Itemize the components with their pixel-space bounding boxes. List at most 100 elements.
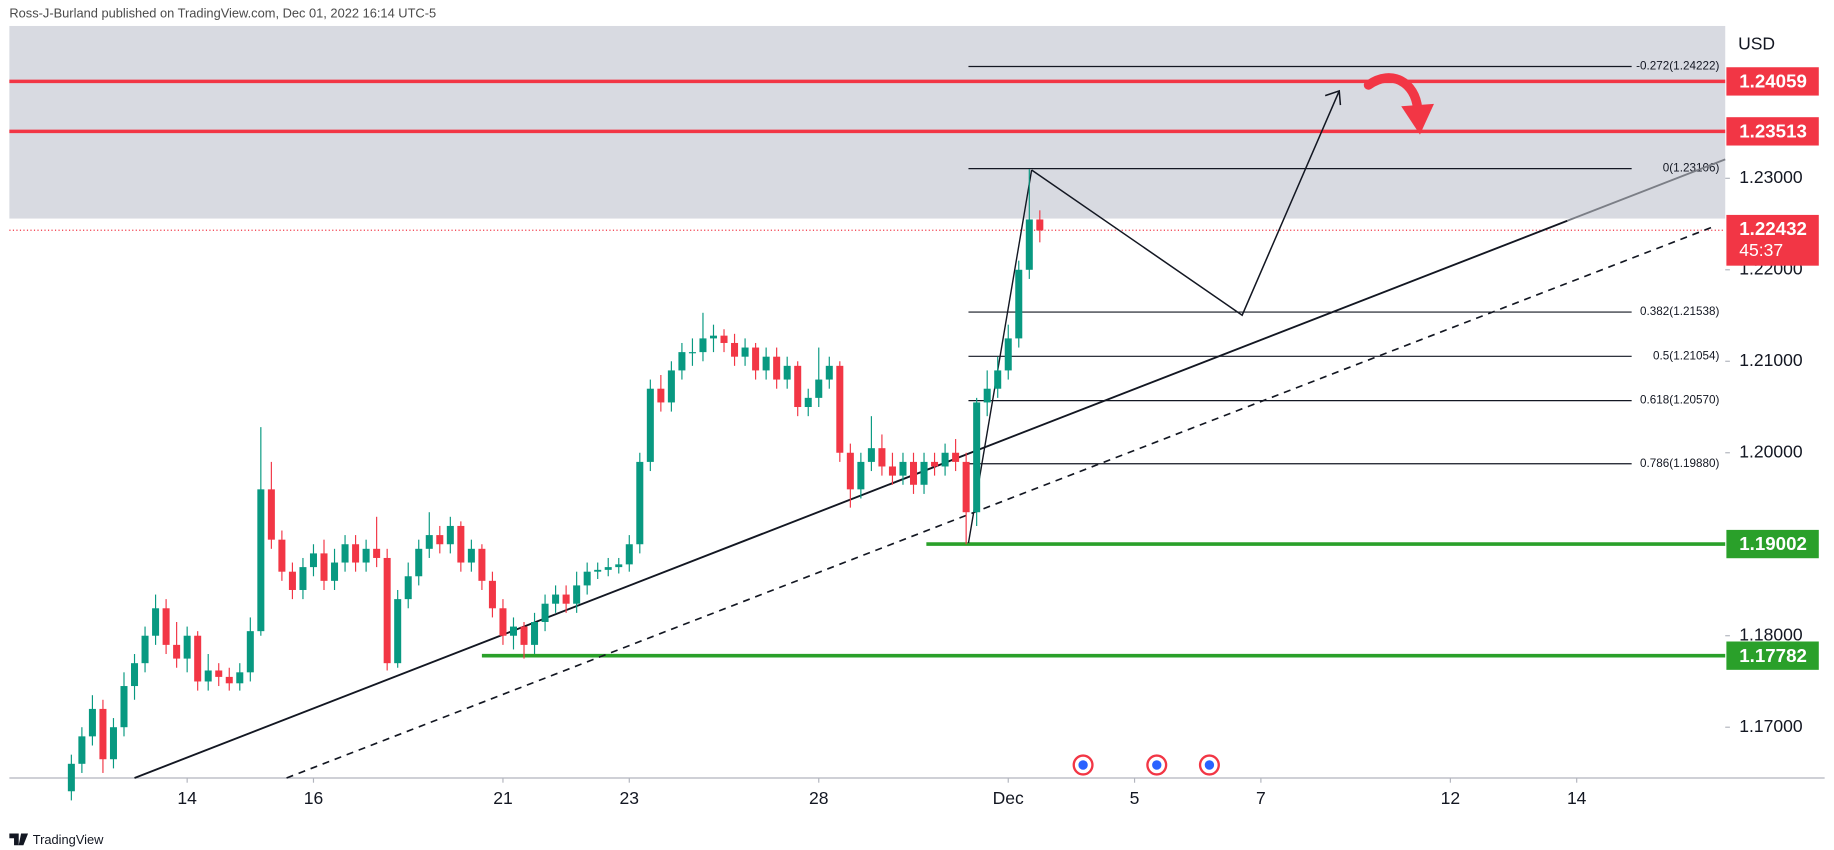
candle-body [299,567,307,590]
candle-body [236,672,244,684]
candle-body [720,335,728,343]
candle-body [88,708,96,737]
countdown: 45:37 [1739,240,1783,260]
candle-body [67,763,75,792]
red-arrow [1363,73,1423,114]
x-tick-label: 14 [177,788,197,808]
candle-body [857,461,865,490]
candle-body [973,402,981,513]
candle-body [309,553,317,568]
price-label: 1.23513 [1739,120,1807,141]
candles [67,169,1044,801]
candle-body [152,608,160,636]
events [1072,754,1220,776]
trend-line [1566,158,1726,222]
x-tick-label: 16 [304,788,324,808]
candle-body [573,585,581,604]
candle-body [836,365,844,453]
candle-body [352,544,360,563]
candle-body [604,567,612,570]
candle-body [594,569,602,572]
candle-body [1015,269,1023,339]
logo-icon [9,833,29,846]
candle-body [331,562,339,581]
candle-body [246,631,254,673]
candle-body [678,352,686,371]
candle-body [362,548,370,563]
candle-body [646,388,654,462]
candle-body [794,365,802,408]
candle-body [804,397,812,408]
candle-body [499,608,507,636]
candle-body [688,352,696,354]
candle-body [257,489,265,632]
price-label-box [1726,67,1819,96]
candle-body [899,461,907,476]
candle-body [625,544,633,565]
x-tick-label: Dec [993,788,1024,808]
candle-body [1036,219,1044,231]
candle-body [183,635,191,659]
projection-path [1031,90,1340,317]
x-tick-label: 5 [1130,788,1140,808]
candle-body [467,548,475,563]
candle-body [173,644,181,659]
event-icon-inner [1204,760,1215,770]
candle-body [288,571,296,590]
fib-label: -0.272(1.24222) [1636,60,1719,73]
candle-body [436,535,444,545]
last-price-box [1726,214,1819,266]
axis-layer: 1.170001.180001.200001.210001.220001.230… [9,60,1825,808]
candle-body [404,576,412,600]
candle-body [341,544,349,563]
candle-body [615,564,623,568]
price-label: 1.19002 [1739,533,1807,554]
candle-body [215,670,223,677]
fib-label: 0(1.23106) [1663,162,1720,175]
price-label-box [1726,117,1819,146]
candle-body [952,452,960,462]
x-tick-label: 28 [809,788,829,808]
candle-body [162,608,170,645]
candle-body [520,626,528,645]
candle-body [457,525,465,563]
trend-line-dashed [286,225,1714,779]
arrow-head [1324,89,1342,106]
candle-body [531,622,539,645]
candle-body [383,557,391,664]
candle-body [741,347,749,357]
fib-label: 0.618(1.20570) [1640,394,1719,407]
candle-body [446,525,454,545]
red-arrow-head [1401,103,1434,135]
candle-body [815,379,823,398]
candle-body [99,708,107,760]
candle-body [983,388,991,403]
event-icon-inner [1078,760,1088,770]
candle-body [109,727,117,760]
candle-body [425,535,433,549]
candle-body [699,338,707,353]
currency: USD [1738,33,1775,53]
price-label: 1.24059 [1739,71,1807,92]
candle-body [1004,338,1012,371]
y-tick-label: 1.23000 [1739,167,1803,187]
candle-body [120,686,128,728]
y-tick-label: 1.21000 [1739,350,1803,370]
fib-label: 0.382(1.21538) [1640,305,1719,318]
y-tick-label: 1.18000 [1739,624,1803,644]
candle-body [920,461,928,485]
event-icon-inner [1152,760,1162,770]
publisher: Ross-J-Burland published on TradingView.… [9,6,436,21]
candle-body [552,594,560,604]
candle-body [773,356,781,380]
candle-body [415,548,423,577]
last-price-label: 1.22432 [1739,218,1807,239]
price-label-box [1726,529,1819,559]
y-tick-label: 1.17000 [1739,716,1803,736]
candle-body [267,489,275,540]
candle-body [78,736,86,764]
candle-body [562,594,570,604]
